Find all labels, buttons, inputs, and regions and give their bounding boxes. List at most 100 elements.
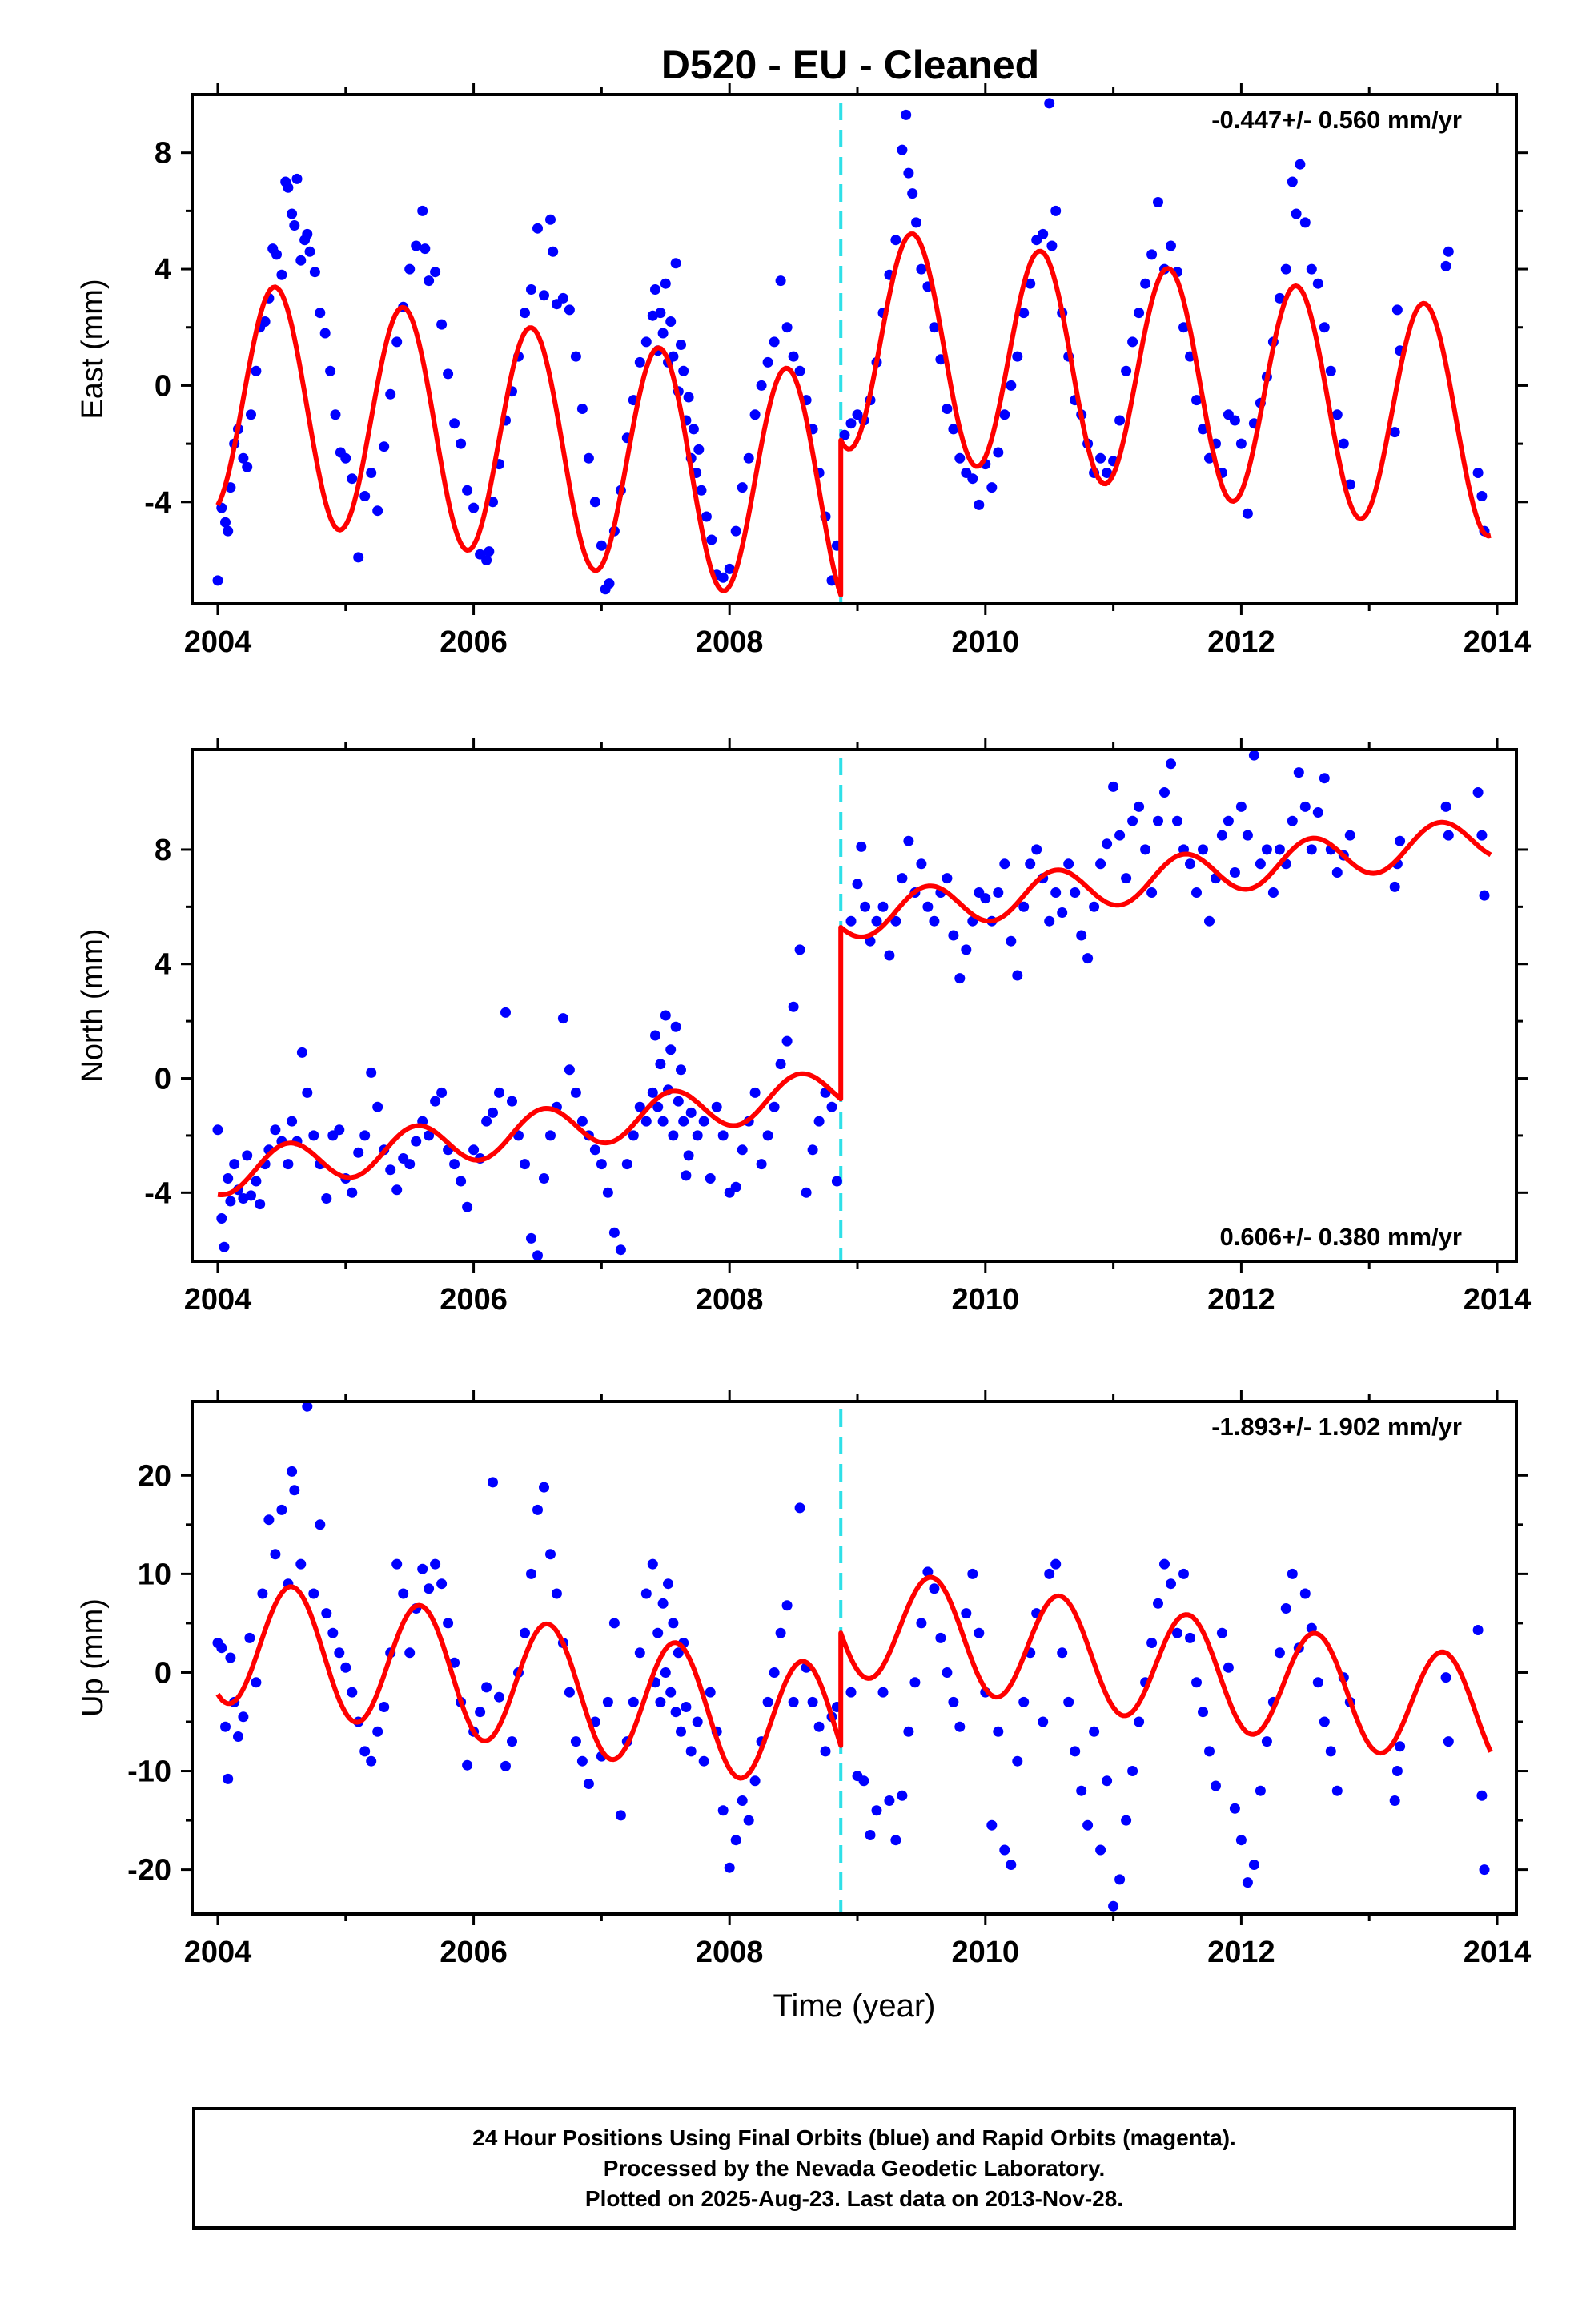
east-data-point	[762, 356, 773, 368]
north-data-point	[1159, 787, 1170, 798]
north-data-point	[1172, 815, 1182, 826]
east-plot-area	[212, 98, 1492, 604]
east-data-point	[1325, 365, 1336, 376]
north-data-point	[1242, 830, 1253, 841]
north-data-point	[564, 1064, 575, 1076]
north-data-point	[860, 901, 871, 912]
north-data-point	[655, 1059, 666, 1070]
east-data-point	[251, 365, 262, 376]
north-data-point	[296, 1047, 307, 1058]
north-data-point	[494, 1087, 504, 1098]
east-data-point	[325, 365, 336, 376]
east-data-point	[576, 404, 588, 414]
east-data-point	[916, 263, 927, 275]
east-data-point	[974, 499, 985, 510]
north-data-point	[287, 1116, 298, 1127]
north-data-point	[1223, 815, 1234, 826]
east-data-point	[1443, 246, 1454, 257]
north-data-point	[1198, 844, 1208, 855]
up-data-point	[1261, 1736, 1272, 1747]
north-data-point	[270, 1124, 281, 1136]
up-data-point	[845, 1687, 857, 1698]
up-data-point	[1198, 1707, 1208, 1718]
east-ylabel: East (mm)	[76, 279, 110, 419]
up-data-point	[1108, 1900, 1119, 1912]
east-data-point	[1312, 278, 1323, 289]
up-ytick-label: 10	[138, 1558, 171, 1591]
up-data-point	[942, 1667, 953, 1678]
north-data-point	[692, 1130, 703, 1141]
north-data-point	[481, 1116, 492, 1127]
east-data-point	[366, 468, 377, 478]
up-data-point	[634, 1647, 645, 1659]
north-panel: 2004 2006 2008 2010 2012 2014 -4 0 4 8 North (mm) 0…	[76, 738, 1531, 1317]
east-data-point	[948, 424, 959, 435]
north-data-point	[961, 944, 972, 955]
north-data-point	[308, 1130, 319, 1141]
north-data-point	[1299, 801, 1311, 812]
east-data-point	[794, 365, 805, 376]
north-data-point	[999, 858, 1010, 870]
east-data-point	[246, 409, 256, 420]
north-data-point	[660, 1010, 671, 1021]
north-data-point	[424, 1130, 435, 1141]
north-data-point	[673, 1096, 684, 1107]
up-data-point	[865, 1830, 876, 1840]
up-data-point	[1114, 1874, 1126, 1885]
east-data-point	[302, 228, 313, 239]
north-data-point	[1185, 858, 1195, 870]
north-data-point	[608, 1227, 620, 1238]
up-data-point	[1018, 1696, 1030, 1707]
north-data-point	[948, 930, 959, 941]
north-data-point	[781, 1035, 793, 1047]
up-xtick-label: 2012	[1207, 1936, 1275, 1969]
east-data-point	[353, 552, 364, 563]
north-data-point	[1267, 887, 1279, 898]
up-data-point	[647, 1558, 658, 1570]
north-data-point	[852, 879, 863, 890]
up-data-point	[500, 1760, 511, 1771]
north-data-point	[856, 841, 867, 852]
north-ytick-label: 4	[155, 948, 171, 982]
up-data-point	[692, 1716, 703, 1727]
east-data-point	[1121, 365, 1132, 376]
up-xlabel: Time (year)	[773, 1988, 936, 2024]
up-xtick-label: 2014	[1464, 1936, 1532, 1969]
east-data-point	[1331, 409, 1343, 420]
north-data-point	[717, 1130, 729, 1141]
east-data-point	[223, 525, 234, 537]
up-data-point	[705, 1687, 716, 1698]
east-data-point	[901, 109, 912, 120]
north-data-point	[1134, 801, 1145, 812]
north-data-point	[916, 858, 927, 870]
east-data-point	[676, 340, 686, 350]
east-data-point	[291, 173, 303, 184]
north-data-point	[877, 901, 889, 912]
up-data-point	[287, 1466, 298, 1477]
north-data-point	[532, 1250, 543, 1261]
east-data-point	[372, 505, 383, 517]
up-data-point	[216, 1642, 227, 1654]
north-ytick-label: 8	[155, 834, 171, 867]
north-data-point	[1050, 887, 1062, 898]
up-data-point	[897, 1790, 908, 1801]
north-data-point	[993, 887, 1004, 898]
east-xtick-label: 2014	[1464, 625, 1532, 659]
east-data-point	[717, 572, 729, 583]
north-data-point	[711, 1101, 722, 1112]
up-data-point	[366, 1755, 377, 1767]
east-data-point	[259, 316, 271, 327]
north-data-point	[1248, 750, 1259, 761]
east-data-point	[986, 482, 998, 493]
north-data-point	[353, 1147, 364, 1158]
north-data-point	[1044, 915, 1055, 927]
up-data-point	[1443, 1736, 1454, 1747]
north-data-point	[1312, 807, 1323, 818]
north-data-point	[652, 1101, 664, 1112]
east-data-point	[1440, 260, 1451, 271]
east-data-point	[548, 246, 559, 257]
east-data-point	[1095, 452, 1106, 464]
up-data-point	[1076, 1785, 1087, 1796]
east-data-point	[769, 336, 780, 348]
east-data-point	[693, 444, 705, 455]
